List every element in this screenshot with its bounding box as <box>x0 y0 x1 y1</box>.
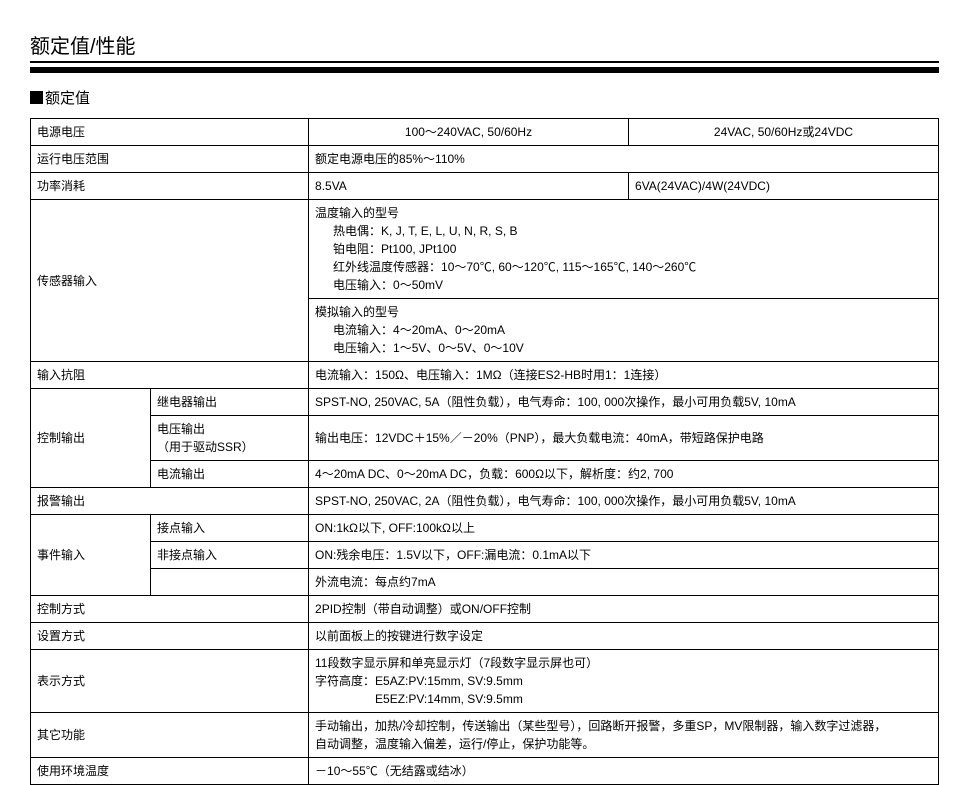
text-line: 红外线温度传感器：10～70℃, 60～120℃, 115～165℃, 140～… <box>315 258 932 276</box>
cell: 以前面板上的按键进行数字设定 <box>309 623 939 650</box>
ratings-table: 电源电压 100～240VAC, 50/60Hz 24VAC, 50/60Hz或… <box>30 118 939 785</box>
text-line: 模拟输入的型号 <box>315 305 399 319</box>
sub-label: 继电器输出 <box>151 389 309 416</box>
cell: ON:1kΩ以下, OFF:100kΩ以上 <box>309 515 939 542</box>
row-label: 运行电压范围 <box>31 146 309 173</box>
row-label: 报警输出 <box>31 488 309 515</box>
cell: 外流电流：每点约7mA <box>309 569 939 596</box>
cell: SPST-NO, 250VAC, 5A（阻性负载），电气寿命：100, 000次… <box>309 389 939 416</box>
row-label: 功率消耗 <box>31 173 309 200</box>
table-row: 电流输出 4～20mA DC、0～20mA DC，负载：600Ω以下，解析度：约… <box>31 461 939 488</box>
cell: 额定电源电压的85%～110% <box>309 146 939 173</box>
table-row: 控制方式 2PID控制（带自动调整）或ON/OFF控制 <box>31 596 939 623</box>
sub-label <box>151 569 309 596</box>
table-row: 事件输入 接点输入 ON:1kΩ以下, OFF:100kΩ以上 <box>31 515 939 542</box>
text-line: 电压输入：0～50mV <box>315 276 932 294</box>
text-line: 电压输出 <box>157 422 205 436</box>
table-row: 设置方式 以前面板上的按键进行数字设定 <box>31 623 939 650</box>
table-row: 非接点输入 ON:残余电压：1.5V以下，OFF:漏电流：0.1mA以下 <box>31 542 939 569</box>
cell: 100～240VAC, 50/60Hz <box>309 119 629 146</box>
row-label: 控制方式 <box>31 596 309 623</box>
text-line: 手动输出，加热/冷却控制，传送输出（某些型号），回路断开报警，多重SP，MV限制… <box>315 719 886 733</box>
table-row: 运行电压范围 额定电源电压的85%～110% <box>31 146 939 173</box>
cell: ON:残余电压：1.5V以下，OFF:漏电流：0.1mA以下 <box>309 542 939 569</box>
text-line: 热电偶：K, J, T, E, L, U, N, R, S, B <box>315 222 932 240</box>
cell: 24VAC, 50/60Hz或24VDC <box>629 119 939 146</box>
cell: 输出电压：12VDC＋15%／－20%（PNP），最大负载电流：40mA，带短路… <box>309 416 939 461</box>
table-row: 报警输出 SPST-NO, 250VAC, 2A（阻性负载），电气寿命：100,… <box>31 488 939 515</box>
sub-label: 接点输入 <box>151 515 309 542</box>
text-line: 11段数字显示屏和单亮显示灯（7段数字显示屏也可） <box>315 656 598 670</box>
table-row: 外流电流：每点约7mA <box>31 569 939 596</box>
table-row: 控制输出 继电器输出 SPST-NO, 250VAC, 5A（阻性负载），电气寿… <box>31 389 939 416</box>
text-line: （用于驱动SSR） <box>157 440 254 454</box>
text-line: E5EZ:PV:14mm, SV:9.5mm <box>315 690 523 708</box>
title-divider-bar <box>30 67 939 73</box>
row-label: 使用环境温度 <box>31 758 309 785</box>
text-line: 字符高度：E5AZ:PV:15mm, SV:9.5mm <box>315 674 523 688</box>
cell: 手动输出，加热/冷却控制，传送输出（某些型号），回路断开报警，多重SP，MV限制… <box>309 713 939 758</box>
sub-label: 电压输出 （用于驱动SSR） <box>151 416 309 461</box>
row-label: 其它功能 <box>31 713 309 758</box>
table-row: 功率消耗 8.5VA 6VA(24VAC)/4W(24VDC) <box>31 173 939 200</box>
cell: 2PID控制（带自动调整）或ON/OFF控制 <box>309 596 939 623</box>
text-line: 电压输入：1～5V、0～5V、0～10V <box>315 339 932 357</box>
cell: 11段数字显示屏和单亮显示灯（7段数字显示屏也可） 字符高度：E5AZ:PV:1… <box>309 650 939 713</box>
text-line: 自动调整，温度输入偏差，运行/停止，保护功能等。 <box>315 737 594 751</box>
sub-label: 电流输出 <box>151 461 309 488</box>
text-line: 温度输入的型号 <box>315 206 399 220</box>
section-subtitle-text: 额定值 <box>45 90 90 107</box>
table-row: 输入抗阻 电流输入：150Ω、电压输入：1MΩ（连接ES2-HB时用1：1连接） <box>31 362 939 389</box>
cell: 6VA(24VAC)/4W(24VDC) <box>629 173 939 200</box>
text-line: 铂电阻：Pt100, JPt100 <box>315 240 932 258</box>
row-label: 传感器输入 <box>31 200 309 362</box>
row-label: 表示方式 <box>31 650 309 713</box>
page-title: 额定值/性能 <box>30 30 939 63</box>
text-line: 电流输入：4～20mA、0～20mA <box>315 321 932 339</box>
cell: 模拟输入的型号 电流输入：4～20mA、0～20mA 电压输入：1～5V、0～5… <box>309 299 939 362</box>
table-row: 电源电压 100～240VAC, 50/60Hz 24VAC, 50/60Hz或… <box>31 119 939 146</box>
row-label: 控制输出 <box>31 389 151 488</box>
sub-label: 非接点输入 <box>151 542 309 569</box>
section-subtitle: 额定值 <box>30 87 939 108</box>
square-bullet-icon <box>30 91 43 104</box>
cell: 电流输入：150Ω、电压输入：1MΩ（连接ES2-HB时用1：1连接） <box>309 362 939 389</box>
row-label: 输入抗阻 <box>31 362 309 389</box>
row-label: 事件输入 <box>31 515 151 596</box>
cell: －10～55℃（无结露或结冰） <box>309 758 939 785</box>
row-label: 电源电压 <box>31 119 309 146</box>
cell: 4～20mA DC、0～20mA DC，负载：600Ω以下，解析度：约2, 70… <box>309 461 939 488</box>
cell: 8.5VA <box>309 173 629 200</box>
cell: 温度输入的型号 热电偶：K, J, T, E, L, U, N, R, S, B… <box>309 200 939 299</box>
cell: SPST-NO, 250VAC, 2A（阻性负载），电气寿命：100, 000次… <box>309 488 939 515</box>
table-row: 其它功能 手动输出，加热/冷却控制，传送输出（某些型号），回路断开报警，多重SP… <box>31 713 939 758</box>
table-row: 使用环境温度 －10～55℃（无结露或结冰） <box>31 758 939 785</box>
table-row: 表示方式 11段数字显示屏和单亮显示灯（7段数字显示屏也可） 字符高度：E5AZ… <box>31 650 939 713</box>
row-label: 设置方式 <box>31 623 309 650</box>
table-row: 电压输出 （用于驱动SSR） 输出电压：12VDC＋15%／－20%（PNP），… <box>31 416 939 461</box>
table-row: 传感器输入 温度输入的型号 热电偶：K, J, T, E, L, U, N, R… <box>31 200 939 299</box>
